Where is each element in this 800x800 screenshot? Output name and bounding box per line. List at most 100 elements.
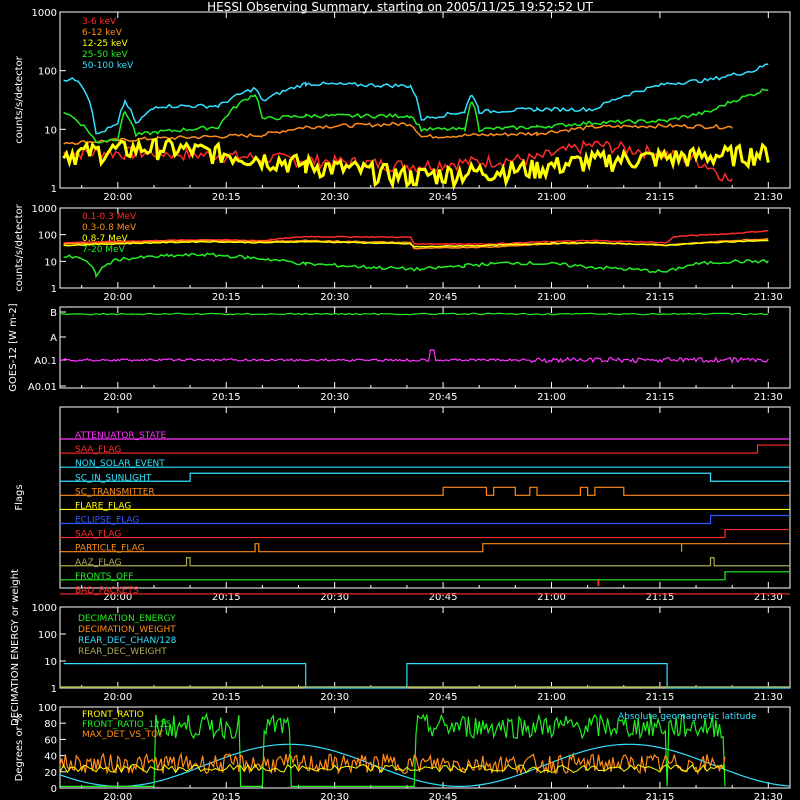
legend-entry: DECIMATION_ENERGY <box>78 614 176 624</box>
x-tick-label: 20:15 <box>212 592 241 603</box>
x-tick-label: 21:00 <box>537 292 566 303</box>
y-tick-label: 1 <box>51 684 57 695</box>
flag-label: SAA_FLAG <box>75 445 121 455</box>
flag-line <box>60 486 790 496</box>
x-tick-label: 21:30 <box>754 192 783 203</box>
x-tick-label: 20:15 <box>212 392 241 403</box>
y-tick-label: 1 <box>51 284 57 295</box>
page-title: HESSI Observing Summary, starting on 200… <box>207 0 593 14</box>
series-line <box>63 121 733 145</box>
flag-line <box>60 571 790 581</box>
y-tick-label: 100 <box>38 630 57 641</box>
x-tick-label: 21:30 <box>754 792 783 800</box>
x-tick-label: 20:45 <box>429 592 458 603</box>
series-line <box>63 88 769 144</box>
x-tick-label: 21:15 <box>645 392 674 403</box>
y-tick-label: 10 <box>44 657 57 668</box>
x-tick-label: 21:30 <box>754 392 783 403</box>
legend-entry: 0.3-0.8 MeV <box>82 223 137 233</box>
legend-entry: 0.1-0.3 MeV <box>82 212 137 222</box>
series-line <box>63 239 769 248</box>
legend-entry: FRONT_RATIO_1225 <box>82 720 171 730</box>
y-tick-label: 20 <box>44 768 57 779</box>
x-tick-label: 21:15 <box>645 292 674 303</box>
panel-frame <box>59 706 791 789</box>
x-tick-label: 20:15 <box>212 292 241 303</box>
legend-entry: MAX_DET_VS_TOT <box>82 730 164 740</box>
legend-entry: 25-50 keV <box>82 50 128 60</box>
front-ratio-1225-line <box>60 712 726 787</box>
series-line <box>63 63 769 135</box>
flag-label: AAZ_FLAG <box>75 558 122 568</box>
flag-line <box>60 557 790 567</box>
x-tick-label: 20:30 <box>320 692 349 703</box>
x-tick-label: 20:30 <box>320 392 349 403</box>
flag-label: ECLIPSE_FLAG <box>75 516 139 526</box>
x-tick-label: 20:45 <box>429 292 458 303</box>
geomagnetic-latitude-line <box>59 743 791 787</box>
goes-long-line <box>59 312 769 316</box>
flag-label: SC_TRANSMITTER <box>75 487 155 497</box>
legend-entry: 7-20 MeV <box>82 245 126 255</box>
legend-entry: 6-12 keV <box>82 28 123 38</box>
y-axis-label: counts/s/detector <box>14 55 25 143</box>
y-tick-label: A0.1 <box>34 356 57 367</box>
y-tick-label: 1000 <box>32 8 57 19</box>
flag-label: ATTENUATOR_STATE <box>75 431 167 441</box>
y-tick-label: 40 <box>44 752 57 763</box>
x-tick-label: 21:00 <box>537 192 566 203</box>
y-tick-label: 100 <box>38 703 57 714</box>
panel-frame <box>59 306 791 389</box>
x-tick-label: 21:15 <box>645 692 674 703</box>
flag-line <box>60 444 790 454</box>
y-axis-label: GOES-12 [W m-2] <box>8 303 19 391</box>
y-tick-label: 80 <box>44 719 57 730</box>
x-tick-label: 20:00 <box>103 392 132 403</box>
y-tick-label: B <box>50 308 57 319</box>
x-tick-label: 21:15 <box>645 192 674 203</box>
x-tick-label: 20:45 <box>429 392 458 403</box>
legend-entry: Absolute geomagnetic latitude <box>618 712 757 722</box>
x-tick-label: 20:15 <box>212 692 241 703</box>
flag-label: PARTICLE_FLAG <box>75 544 145 554</box>
x-tick-label: 20:00 <box>103 292 132 303</box>
x-tick-label: 20:45 <box>429 792 458 800</box>
x-tick-label: 20:00 <box>103 192 132 203</box>
series-line <box>63 229 769 246</box>
x-tick-label: 21:00 <box>537 392 566 403</box>
flag-label: SC_IN_SUNLIGHT <box>75 473 152 483</box>
flag-line <box>60 514 790 525</box>
panel-frame <box>59 606 791 689</box>
y-axis-label: DECIMATION ENERGY or weight <box>10 569 21 726</box>
y-tick-label: 60 <box>44 735 57 746</box>
x-tick-label: 21:00 <box>537 792 566 800</box>
x-tick-label: 20:30 <box>320 292 349 303</box>
legend-entry: REAR_DEC_CHAN/128 <box>78 636 177 646</box>
x-tick-label: 20:15 <box>212 192 241 203</box>
y-tick-label: 10 <box>44 125 57 136</box>
goes-short-line <box>59 349 769 365</box>
y-tick-label: 1000 <box>32 603 57 614</box>
legend-entry: 12-25 keV <box>82 39 128 49</box>
x-tick-label: 21:00 <box>537 692 566 703</box>
x-tick-label: 21:30 <box>754 592 783 603</box>
y-axis-label: counts/s/detector <box>14 203 25 291</box>
x-tick-label: 20:45 <box>429 192 458 203</box>
x-tick-label: 20:00 <box>103 792 132 800</box>
legend-entry: DECIMATION_WEIGHT <box>78 625 176 635</box>
x-tick-label: 20:30 <box>320 792 349 800</box>
x-tick-label: 20:30 <box>320 192 349 203</box>
flag-label: SAA_FLAG <box>75 530 121 540</box>
x-tick-label: 21:15 <box>645 792 674 800</box>
flag-label: BAD_PACKETS <box>75 586 139 596</box>
x-tick-label: 21:30 <box>754 692 783 703</box>
x-tick-label: 20:45 <box>429 692 458 703</box>
y-tick-label: 100 <box>38 231 57 242</box>
y-tick-label: 1 <box>51 184 57 195</box>
y-axis-label: Degrees or % <box>14 714 25 782</box>
flag-label: NON_SOLAR_EVENT <box>75 459 165 469</box>
y-tick-label: 100 <box>38 67 57 78</box>
y-axis-label: Flags <box>14 484 25 510</box>
flag-line <box>60 543 790 553</box>
